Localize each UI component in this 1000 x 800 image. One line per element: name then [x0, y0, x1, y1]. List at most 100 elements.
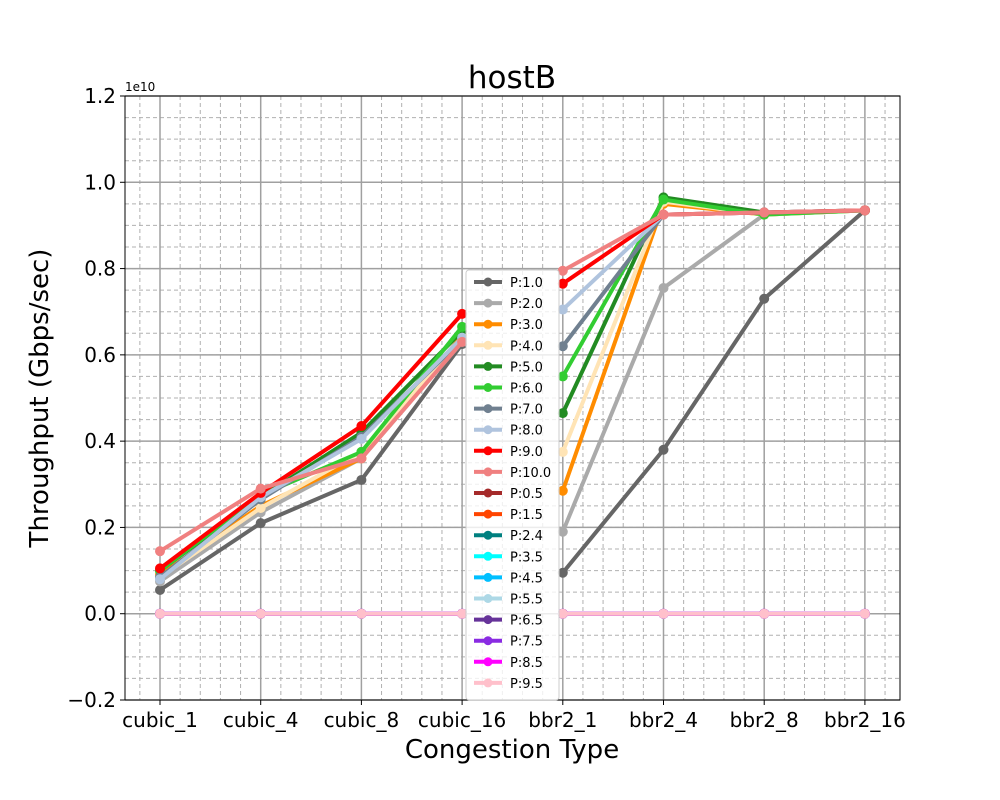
legend-marker — [483, 572, 493, 582]
data-point — [155, 584, 165, 595]
data-point — [658, 444, 669, 455]
legend-marker — [483, 319, 493, 329]
series-line — [158, 336, 464, 579]
y-tick-label: 1.2 — [84, 84, 116, 108]
data-point — [557, 608, 568, 619]
series-line — [158, 336, 464, 581]
legend-item: P:6.5 — [474, 614, 543, 629]
data-point — [859, 205, 870, 216]
data-point — [356, 474, 367, 485]
y-tick-label: −0.2 — [67, 688, 116, 712]
data-point — [759, 293, 770, 304]
y-tick-label: 0.2 — [84, 515, 116, 539]
legend-item: P:1.0 — [474, 276, 543, 291]
x-axis: cubic_1 cubic_4 cubic_8 cubic_16 bbr2_1 bbr2_… — [122, 700, 906, 732]
data-point — [457, 308, 468, 319]
data-point — [356, 608, 367, 619]
legend-label: P:4.0 — [510, 339, 543, 354]
data-point — [557, 485, 568, 496]
series-line — [561, 208, 865, 348]
data-point — [155, 574, 165, 585]
data-point — [457, 336, 468, 347]
data-point — [658, 194, 669, 205]
legend-label: P:9.5 — [510, 677, 543, 692]
data-point — [356, 421, 367, 432]
x-tick-label: cubic_4 — [223, 708, 299, 732]
series-line — [560, 199, 865, 453]
legend-item: P:4.0 — [474, 339, 543, 354]
legend-item: P:8.0 — [474, 424, 543, 439]
legend-label: P:10.0 — [510, 466, 551, 481]
series-line — [158, 342, 464, 592]
legend-label: P:2.4 — [510, 529, 543, 544]
y-tick-label: 0.0 — [84, 602, 116, 626]
x-axis-title: Congestion Type — [405, 735, 619, 765]
data-point — [557, 265, 568, 276]
legend-label: P:6.0 — [510, 382, 543, 397]
data-point — [356, 433, 367, 444]
y-offset-label: 1e10 — [125, 80, 155, 94]
series-P:10.0 — [155, 205, 870, 557]
y-axis-title: Throughput (Gbps/sec) — [25, 249, 55, 549]
legend-marker — [483, 615, 493, 625]
legend-item: P:6.0 — [474, 382, 543, 397]
chart-title: hostB — [468, 60, 556, 96]
legend-label: P:8.5 — [510, 656, 543, 671]
legend-item: P:5.0 — [474, 360, 543, 375]
data-point — [457, 608, 468, 619]
legend-label: P:9.0 — [510, 445, 543, 460]
legend-marker — [483, 636, 493, 646]
legend-marker — [483, 678, 493, 688]
data-point — [557, 567, 568, 578]
legend-label: P:5.5 — [510, 593, 543, 608]
series-P:1.0 — [155, 205, 870, 595]
legend-item: P:9.5 — [474, 677, 543, 692]
x-tick-label: cubic_1 — [122, 708, 198, 732]
data-point — [155, 563, 165, 574]
data-point — [759, 608, 770, 619]
legend-marker — [483, 425, 493, 435]
legend-marker — [483, 446, 493, 456]
series-line — [561, 208, 865, 273]
legend-item: P:1.5 — [474, 508, 543, 523]
legend: P:1.0 P:2.0 P:3.0 P:4.0 P:5.0 P:6.0 P:7.0 P:8.0… — [465, 269, 560, 701]
data-point — [557, 408, 568, 419]
y-tick-label: 0.8 — [84, 257, 116, 281]
legend-item: P:3.5 — [474, 550, 543, 565]
legend-marker — [483, 509, 493, 519]
y-axis: −0.2 0.0 0.2 0.4 0.6 0.8 1.0 1.2 — [67, 84, 125, 712]
data-point — [557, 446, 568, 457]
data-point — [658, 209, 669, 220]
data-point — [255, 503, 266, 514]
legend-item: P:7.0 — [474, 403, 543, 418]
legend-marker — [483, 340, 493, 350]
data-point — [557, 304, 568, 315]
legend-marker — [483, 530, 493, 540]
data-point — [557, 341, 568, 352]
legend-label: P:1.5 — [510, 508, 543, 523]
x-tick-label: bbr2_4 — [629, 708, 698, 732]
series-P:9.5 — [155, 608, 870, 619]
data-point — [155, 608, 165, 619]
legend-item: P:5.5 — [474, 593, 543, 608]
legend-item: P:7.5 — [474, 635, 543, 650]
legend-item: P:2.0 — [474, 297, 543, 312]
series-lines — [155, 192, 870, 619]
data-point — [557, 526, 568, 537]
legend-label: P:1.0 — [510, 276, 543, 291]
legend-label: P:4.5 — [510, 571, 543, 586]
legend-label: P:3.5 — [510, 550, 543, 565]
legend-label: P:3.0 — [510, 318, 543, 333]
x-tick-label: bbr2_8 — [730, 708, 799, 732]
legend-marker — [483, 467, 493, 477]
series-line — [560, 195, 865, 414]
legend-label: P:7.5 — [510, 635, 543, 650]
legend-box — [465, 269, 560, 701]
legend-marker — [483, 277, 493, 287]
y-tick-label: 0.4 — [84, 429, 116, 453]
data-point — [658, 608, 669, 619]
data-point — [155, 546, 165, 557]
legend-item: P:9.0 — [474, 445, 543, 460]
series-line — [158, 312, 464, 571]
data-point — [759, 207, 770, 218]
